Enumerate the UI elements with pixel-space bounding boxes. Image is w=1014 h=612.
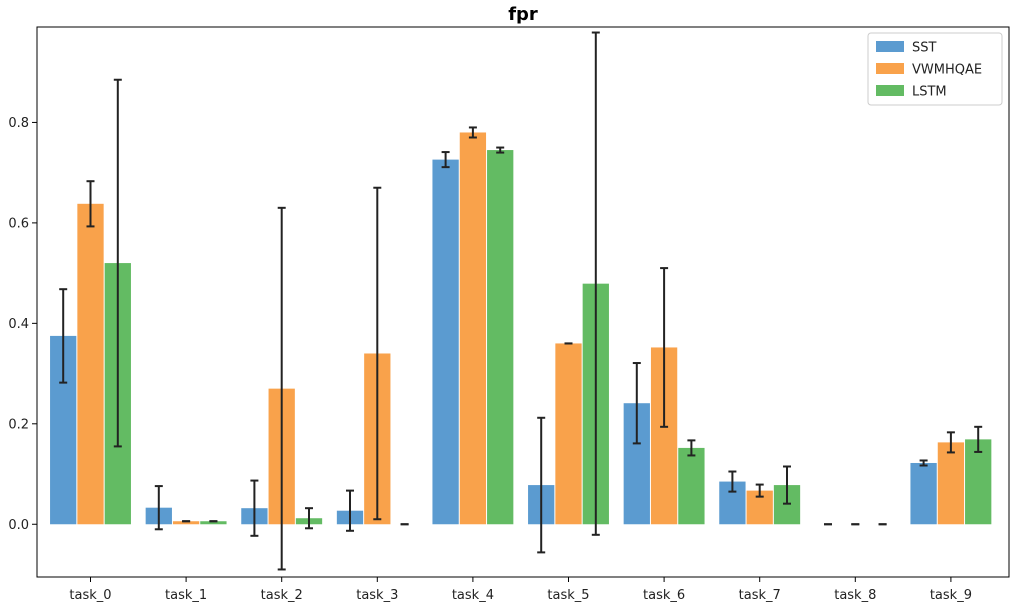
x-tick-label: task_0 <box>69 588 111 603</box>
x-tick-label: task_1 <box>165 588 207 603</box>
chart-title: fpr <box>508 4 538 25</box>
y-tick-label: 0.8 <box>8 116 29 131</box>
plot-frame <box>36 26 1010 578</box>
legend-label-vwmhqae: VWMHQAE <box>912 63 982 78</box>
x-axis: task_0 task_1 task_2 task_3 task_4 task_5 task… <box>69 577 972 603</box>
bar-vwmhqae-task-5 <box>555 343 582 525</box>
y-tick-label: 0.0 <box>8 518 29 533</box>
bar-lstm-task-4 <box>487 150 514 525</box>
y-axis: 0.0 0.2 0.4 0.6 0.8 <box>8 116 37 533</box>
x-tick-label: task_7 <box>739 588 781 603</box>
bar-vwmhqae-task-1 <box>172 521 200 525</box>
x-tick-label: task_4 <box>452 588 494 603</box>
bars-layer <box>50 132 992 525</box>
y-tick-label: 0.6 <box>8 216 29 231</box>
legend-swatch-sst <box>876 41 904 52</box>
bar-vwmhqae-task-0 <box>77 203 104 525</box>
bar-vwmhqae-task-4 <box>459 132 487 525</box>
legend-label-sst: SST <box>912 41 937 56</box>
x-tick-label: task_6 <box>643 588 685 603</box>
legend: SST VWMHQAE LSTM <box>867 32 1003 106</box>
bar-lstm-task-6 <box>678 447 705 525</box>
bar-vwmhqae-task-9 <box>937 442 965 525</box>
y-tick-label: 0.2 <box>8 417 29 432</box>
legend-swatch-vwmhqae <box>876 63 904 74</box>
error-bars-layer <box>59 31 983 571</box>
y-tick-label: 0.4 <box>8 317 29 332</box>
legend-swatch-lstm <box>876 85 904 96</box>
bar-lstm-task-1 <box>200 521 227 525</box>
x-tick-label: task_5 <box>547 588 589 603</box>
legend-label-lstm: LSTM <box>912 85 947 100</box>
x-tick-label: task_2 <box>261 588 303 603</box>
bar-sst-task-4 <box>432 159 459 525</box>
x-tick-label: task_3 <box>356 588 398 603</box>
x-tick-label: task_8 <box>834 588 876 603</box>
bar-sst-task-9 <box>910 462 937 525</box>
x-tick-label: task_9 <box>930 588 972 603</box>
bar-lstm-task-9 <box>965 439 992 525</box>
